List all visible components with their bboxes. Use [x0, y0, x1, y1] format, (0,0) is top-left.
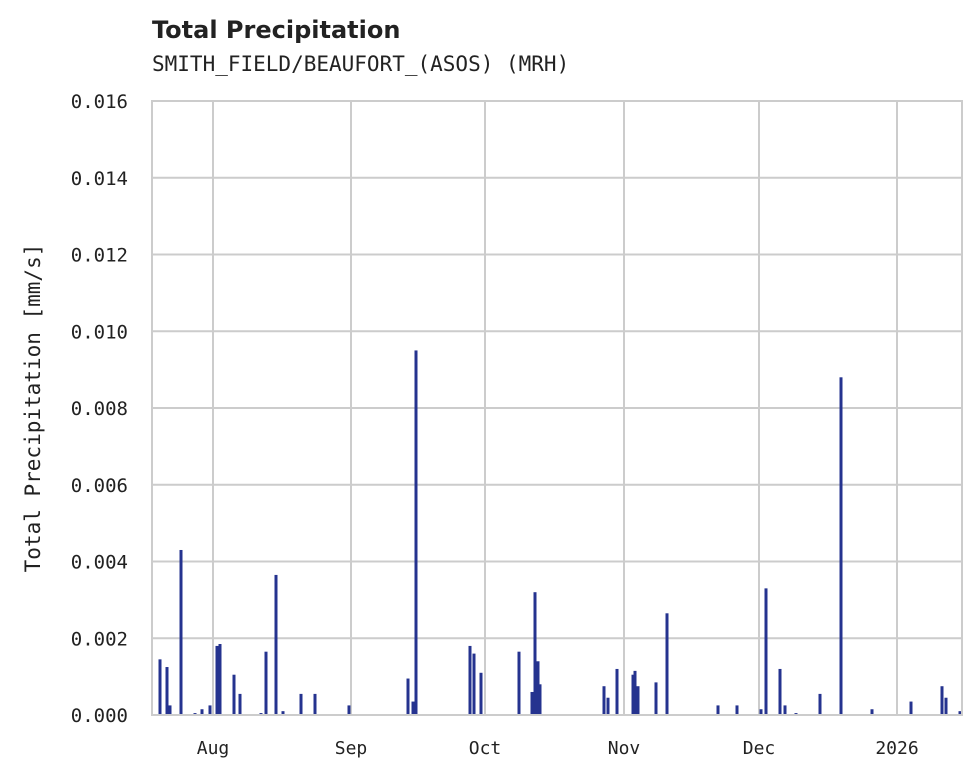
y-axis-ticks: 0.000 0.002 0.004 0.006 0.008 0.010 0.012 0.014… — [71, 91, 128, 727]
precip-bar — [958, 711, 962, 715]
precip-bar — [232, 674, 236, 715]
x-tick-label: Dec — [743, 738, 776, 759]
precip-bar — [818, 693, 822, 715]
y-tick-label: 0.006 — [71, 475, 128, 497]
precip-bar — [274, 574, 278, 715]
precip-bar — [783, 705, 787, 715]
y-tick-label: 0.012 — [71, 245, 128, 267]
precip-bar — [940, 686, 944, 715]
y-tick-label: 0.014 — [71, 168, 128, 190]
precip-bar — [759, 709, 763, 715]
precip-bar — [716, 705, 720, 715]
precip-bar — [778, 668, 782, 715]
precip-bar — [200, 709, 204, 715]
precip-bar — [839, 377, 843, 715]
chart-subtitle: SMITH_FIELD/BEAUFORT_(ASOS) (MRH) — [152, 52, 570, 76]
precip-bar — [479, 672, 483, 715]
x-tick-label: Aug — [197, 738, 230, 759]
precip-bar — [870, 709, 874, 715]
precip-bar — [264, 651, 268, 715]
precip-bar — [158, 659, 162, 715]
precip-bar — [215, 645, 219, 715]
precip-bar — [944, 697, 948, 715]
y-axis-label: Total Precipitation [mm/s] — [21, 244, 45, 573]
precip-bar — [468, 645, 472, 715]
x-tick-label: Sep — [335, 738, 368, 759]
x-tick-label: Nov — [608, 738, 641, 759]
precip-bar — [665, 613, 669, 715]
precip-bar — [654, 682, 658, 715]
precip-bar — [631, 674, 635, 715]
chart-title: Total Precipitation — [152, 16, 401, 44]
precip-bar — [735, 705, 739, 715]
y-tick-label: 0.000 — [71, 705, 128, 727]
y-tick-label: 0.010 — [71, 321, 128, 343]
y-tick-label: 0.008 — [71, 398, 128, 420]
precip-bar — [218, 644, 222, 715]
precip-bar — [909, 701, 913, 715]
x-axis-ticks: Aug Sep Oct Nov Dec 2026 — [197, 738, 919, 759]
precip-bar — [764, 588, 768, 715]
precip-bar — [414, 350, 418, 715]
gridlines — [152, 100, 962, 716]
precip-bar — [517, 651, 521, 715]
x-tick-label: 2026 — [875, 738, 918, 759]
precip-bar — [530, 691, 534, 715]
precip-bar — [633, 670, 637, 715]
y-tick-label: 0.016 — [71, 91, 128, 113]
precip-bar — [615, 668, 619, 715]
precip-bar — [536, 661, 540, 715]
precip-bar — [168, 705, 172, 715]
precip-bar — [347, 705, 351, 715]
precip-bar — [406, 678, 410, 715]
precip-bar — [606, 697, 610, 715]
precip-bar — [179, 549, 183, 715]
precip-bar — [636, 686, 640, 715]
plot-frame — [151, 100, 963, 716]
precipitation-bars — [158, 350, 962, 715]
x-tick-label: Oct — [469, 738, 502, 759]
precip-bar — [208, 705, 212, 715]
precip-bar — [165, 667, 169, 715]
precip-bar — [411, 701, 415, 715]
precip-bar — [238, 693, 242, 715]
precip-bar — [538, 684, 542, 715]
y-tick-label: 0.002 — [71, 628, 128, 650]
y-tick-label: 0.004 — [71, 552, 128, 574]
precip-bar — [313, 693, 317, 715]
precip-bar — [602, 686, 606, 715]
precip-bar — [281, 711, 285, 715]
precip-bar — [533, 592, 537, 715]
precip-bar — [472, 653, 476, 715]
precip-bar — [299, 693, 303, 715]
